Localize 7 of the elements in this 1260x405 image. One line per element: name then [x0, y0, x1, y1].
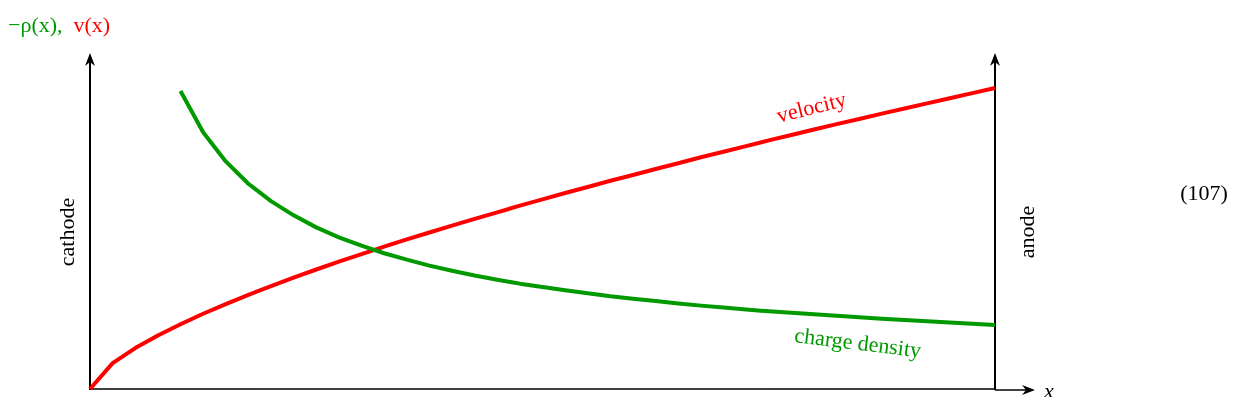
text: (107) — [1180, 179, 1228, 205]
text: anode — [1013, 205, 1039, 259]
text: charge density — [793, 322, 923, 363]
text: velocity — [773, 86, 849, 128]
y-axis-title: −ρ(x), v(x) — [8, 11, 111, 37]
text: cathode — [53, 197, 79, 267]
x-axis-title: x — [1043, 377, 1054, 403]
